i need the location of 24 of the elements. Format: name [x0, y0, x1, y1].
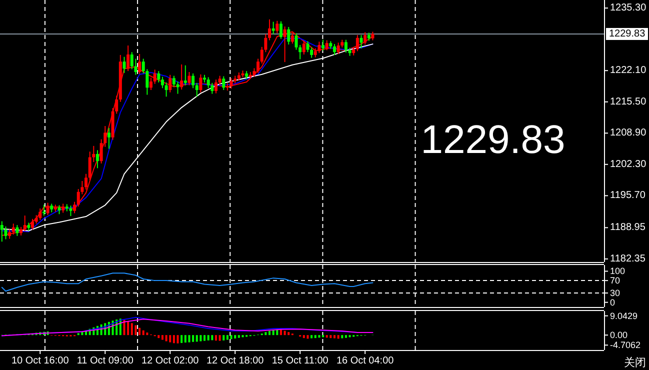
y-tick-label: 1188.95 — [610, 222, 646, 234]
y-tick-label: 1182.35 — [610, 253, 646, 264]
x-tick-label: 12 Oct 02:00 — [141, 356, 200, 366]
y-tick-label: 30 — [610, 288, 620, 298]
x-tick-label: 12 Oct 18:00 — [206, 356, 264, 366]
y-tick-label: -4.7062 — [610, 340, 641, 350]
y-tick-label: 100 — [610, 266, 626, 276]
y-tick-label: 0.00 — [610, 330, 628, 340]
x-tick-label: 16 Oct 04:00 — [336, 356, 394, 366]
y-tick-label: 9.0429 — [610, 310, 638, 321]
text: 关闭 — [624, 356, 646, 369]
y-tick-label: 1208.90 — [610, 128, 647, 139]
x-tick-label: 11 Oct 09:00 — [76, 356, 134, 366]
y-tick-label: 1235.30 — [610, 2, 647, 14]
y-tick-label: 70 — [610, 276, 620, 286]
ref-line-label: 1229.83 — [609, 28, 646, 40]
y-tick-label: 1195.70 — [610, 190, 646, 202]
y-tick-label: 1202.30 — [610, 158, 647, 170]
y-tick-label: 0 — [610, 297, 616, 308]
x-tick-label: 15 Oct 11:00 — [272, 356, 329, 366]
y-tick-label: 1222.10 — [610, 65, 647, 76]
y-tick-label: 1215.50 — [610, 96, 647, 108]
annotation: 1229.83 — [420, 118, 566, 162]
x-tick-label: 10 Oct 16:00 — [12, 356, 70, 366]
